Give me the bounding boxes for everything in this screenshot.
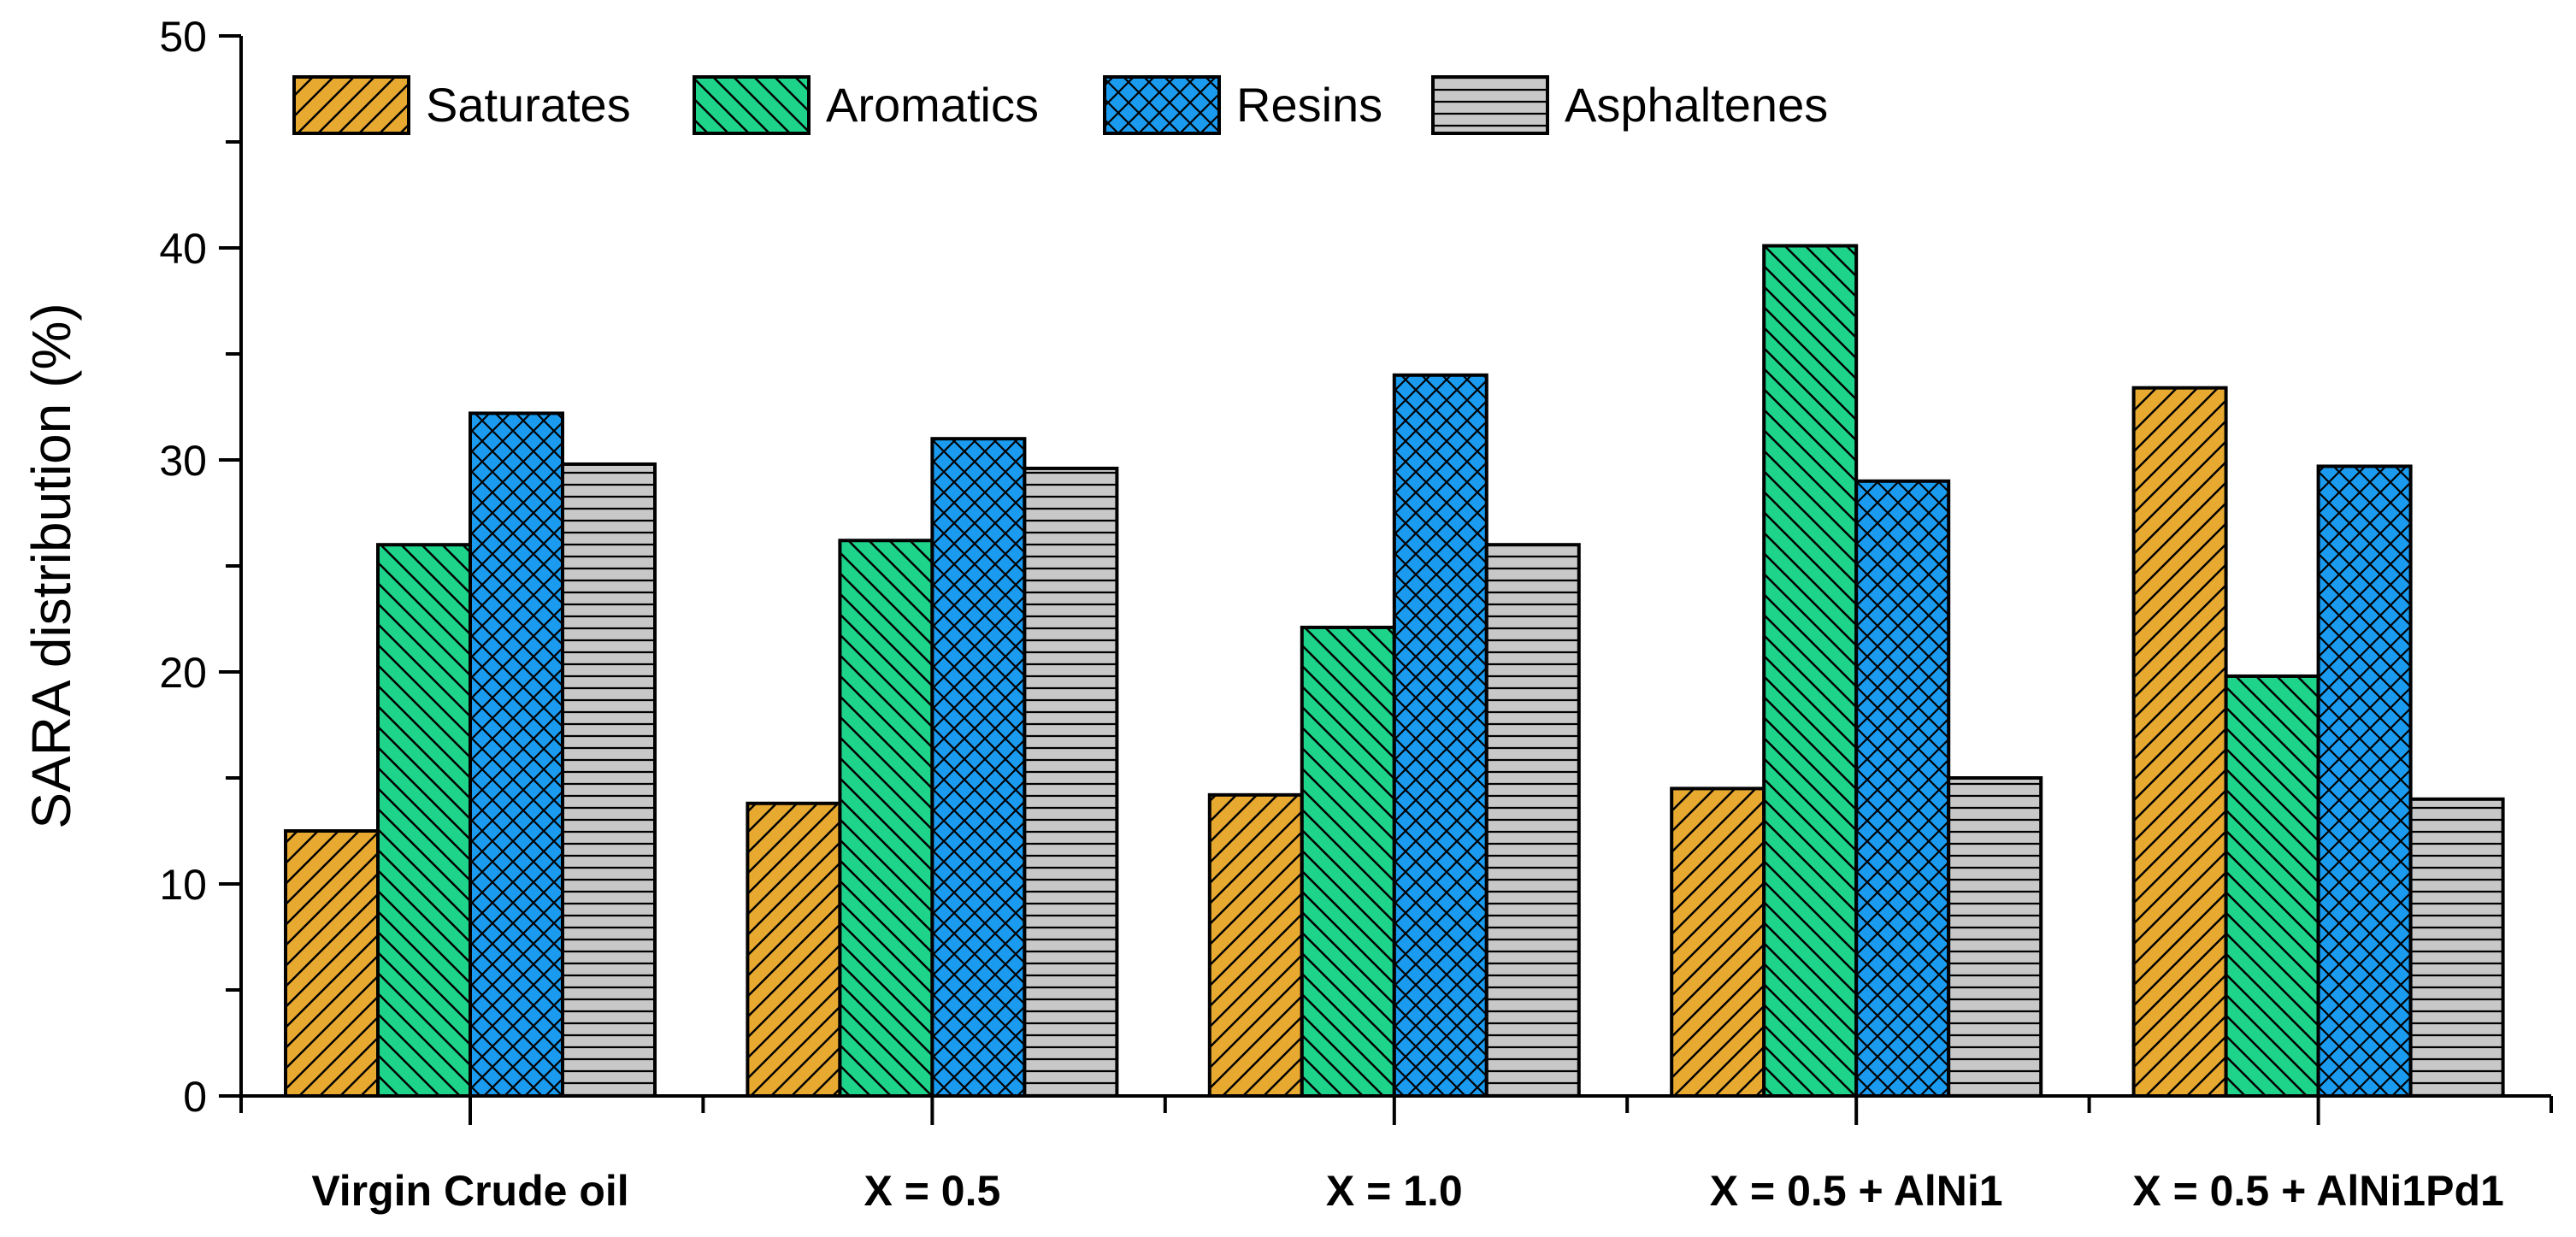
legend-label: Aromatics [826,78,1039,132]
bar-pattern [469,411,564,1098]
y-tick-label: 0 [183,1073,207,1121]
bar-pattern [838,539,934,1098]
y-tick-label: 10 [159,861,207,909]
legend-item-saturates: Saturates [292,75,631,135]
bar-pattern [284,829,380,1098]
bar-pattern [746,801,842,1098]
bar-aromatics-1 [838,539,934,1098]
bar-pattern [1854,479,1951,1098]
x-tick-label: X = 1.0 [1326,1167,1463,1215]
bar-resins-0 [469,411,564,1098]
bar-pattern [561,462,657,1098]
y-tick-label: 30 [159,437,207,485]
legend-label: Resins [1236,78,1382,132]
bar-asphaltenes-1 [1023,466,1119,1098]
bar-pattern [1300,625,1396,1098]
bar-pattern [2316,464,2413,1098]
bar-aromatics-0 [376,543,472,1098]
bar-saturates-4 [2131,386,2228,1098]
bar-pattern [1207,792,1304,1099]
bar-pattern [1947,776,2043,1098]
bar-pattern [376,543,472,1098]
x-tick-label: Virgin Crude oil [311,1167,628,1215]
x-ticks: Virgin Crude oil X = 0.5 X = 1.0 X = 0.5 + … [239,1096,2553,1215]
y-axis-title: SARA distribution (%) [21,303,82,828]
bar-saturates-1 [746,801,842,1098]
bar-aromatics-2 [1300,625,1396,1098]
bars-layer [284,244,2505,1099]
legend-item-resins: Resins [1103,75,1382,135]
bar-resins-3 [1854,479,1951,1098]
legend-item-asphaltenes: Asphaltenes [1431,75,1828,135]
y-ticks: 0 10 20 30 40 50 [159,13,241,1121]
bar-pattern [1670,786,1766,1099]
bar-pattern [2408,797,2505,1098]
bar-pattern [1023,466,1119,1098]
bar-asphaltenes-2 [1484,543,1581,1098]
bar-saturates-3 [1670,786,1766,1099]
bar-pattern [2224,674,2320,1099]
bar-asphaltenes-3 [1947,776,2043,1098]
bar-pattern [2131,386,2228,1098]
x-tick-label: X = 0.5 + AlNi1 [1710,1167,2003,1215]
bar-pattern [1484,543,1581,1098]
y-tick-label: 50 [159,13,207,61]
y-tick-label: 20 [159,649,207,697]
bar-resins-1 [930,437,1027,1098]
legend-label: Saturates [426,78,631,132]
bar-resins-4 [2316,464,2413,1098]
legend-swatch [1431,75,1549,135]
bar-resins-2 [1392,373,1488,1098]
legend: Saturates Aromatics Resins Asphaltenes [292,75,1828,135]
bar-aromatics-4 [2224,674,2320,1099]
x-tick-label: X = 0.5 + AlNi1Pd1 [2132,1167,2503,1215]
bar-pattern [1392,373,1488,1098]
legend-swatch [693,75,811,135]
bar-aromatics-3 [1762,244,1859,1098]
bar-saturates-0 [284,829,380,1098]
bar-saturates-2 [1207,792,1304,1099]
legend-label: Asphaltenes [1565,78,1828,132]
x-tick-label: X = 0.5 [864,1167,1000,1215]
bar-asphaltenes-4 [2408,797,2505,1098]
bar-pattern [930,437,1027,1098]
legend-swatch [1103,75,1221,135]
bar-pattern [1762,244,1859,1098]
y-tick-label: 40 [159,225,207,273]
legend-item-aromatics: Aromatics [693,75,1039,135]
bar-asphaltenes-0 [561,462,657,1098]
legend-swatch [292,75,410,135]
